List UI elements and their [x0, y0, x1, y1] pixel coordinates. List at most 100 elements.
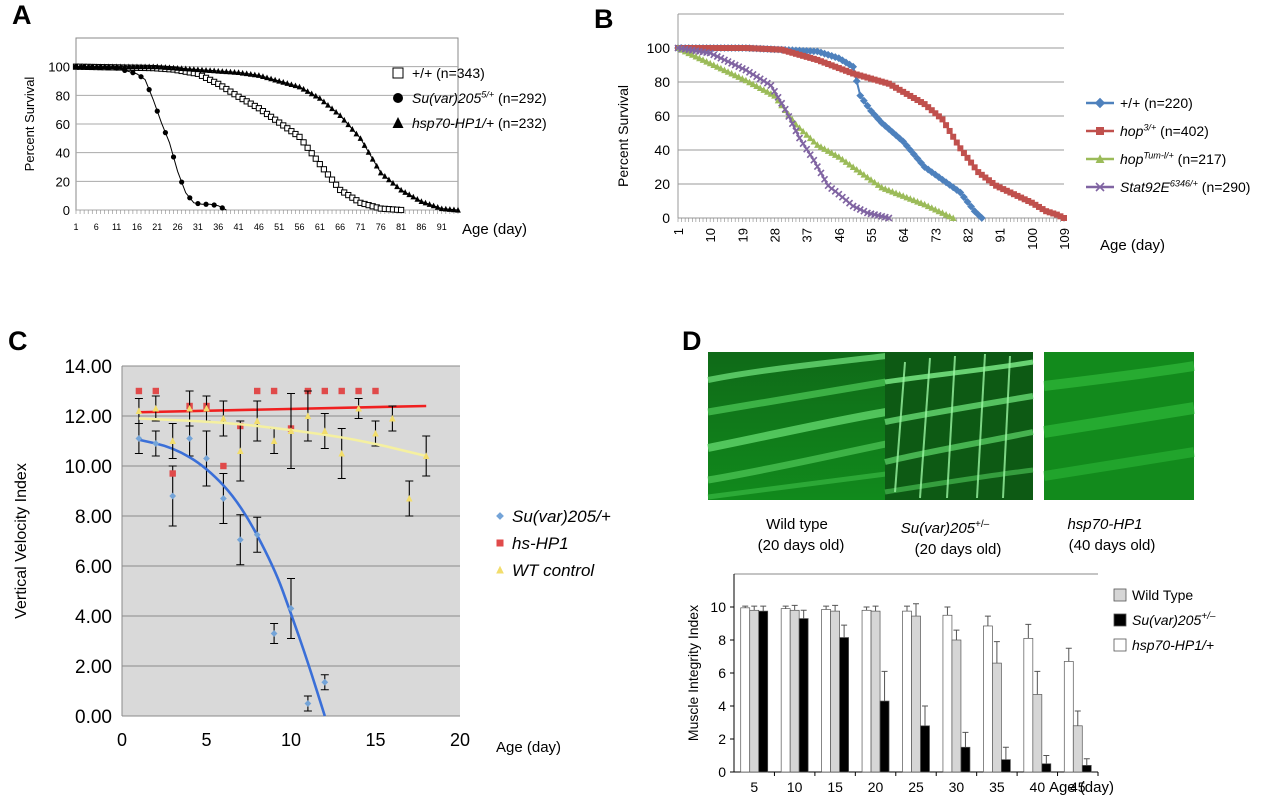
data-point-a — [349, 126, 356, 132]
data-point-a — [187, 195, 193, 201]
x-tick-label-b: 55 — [864, 228, 879, 242]
error-bar-d — [841, 624, 848, 638]
bar-d — [830, 610, 840, 773]
data-point-a — [324, 171, 332, 178]
data-point-a — [312, 92, 319, 99]
data-point-c — [135, 435, 143, 442]
x-tick-label-a: 26 — [173, 222, 183, 232]
y-tick-label-c: 0.00 — [75, 707, 112, 728]
data-point-b — [1010, 191, 1017, 198]
data-point-a — [321, 98, 327, 105]
data-point-b — [939, 209, 946, 216]
data-point-a — [418, 198, 425, 204]
data-point-a — [150, 63, 157, 70]
x-tick-label-b: 28 — [768, 228, 783, 242]
data-point-b — [882, 79, 889, 86]
data-point-b — [857, 72, 864, 79]
data-point-b — [1061, 215, 1067, 221]
y-tick-label-a: 20 — [56, 174, 70, 189]
error-bar-d — [993, 641, 1000, 664]
data-point-b — [853, 71, 860, 78]
data-point-b — [749, 80, 757, 88]
data-point-a — [260, 73, 266, 80]
data-point-a — [195, 200, 201, 207]
data-point-b — [967, 202, 975, 211]
y-tick-label-a: 0 — [63, 203, 70, 218]
data-point-c — [220, 462, 227, 470]
y-tick-label-b: 100 — [647, 40, 671, 56]
data-point-b — [699, 56, 707, 63]
data-point-c — [152, 404, 160, 412]
data-point-b — [1021, 196, 1028, 203]
data-point-a — [345, 121, 352, 128]
data-point-b — [756, 75, 764, 83]
data-point-c — [135, 407, 143, 414]
x-tick-label-a: 91 — [437, 222, 447, 232]
x-tick-label-b: 46 — [832, 228, 847, 242]
data-point-b — [803, 53, 810, 60]
x-tick-label-b: 1 — [671, 228, 686, 235]
data-point-b — [917, 158, 925, 167]
data-point-b — [939, 116, 946, 123]
data-point-b — [831, 151, 839, 158]
data-point-a — [223, 68, 230, 75]
data-point-a — [316, 95, 323, 101]
data-point-a — [105, 63, 112, 70]
data-point-b — [964, 154, 971, 161]
data-point-b — [689, 45, 696, 51]
data-point-a — [77, 63, 83, 70]
data-point-a — [292, 82, 299, 89]
data-point-b — [778, 46, 785, 53]
data-point-b — [925, 104, 932, 111]
data-point-b — [1032, 201, 1039, 208]
legend-label-a: hsp70-HP1/+ (n=232) — [412, 115, 547, 131]
error-bar-d — [1043, 755, 1050, 764]
bar-d — [821, 609, 831, 773]
data-point-c — [304, 412, 312, 419]
data-point-a — [190, 66, 197, 72]
y-axis-label-d: Muscle Integrity Index — [685, 605, 701, 741]
bar-d — [749, 609, 760, 773]
legend-label-c: Su(var)205/+ — [512, 507, 611, 526]
x-tick-label-a: 71 — [355, 222, 365, 232]
error-bar-d — [742, 605, 749, 608]
data-point-b — [878, 78, 885, 85]
data-point-c — [422, 452, 430, 459]
data-point-b — [770, 87, 779, 95]
data-point-c — [355, 404, 362, 412]
x-tick-label-d: 15 — [827, 779, 843, 795]
x-tick-label-a: 51 — [274, 222, 284, 232]
y-tick-label-c: 4.00 — [75, 607, 112, 628]
data-point-b — [1046, 209, 1053, 216]
data-point-a — [377, 169, 384, 176]
data-point-b — [953, 139, 960, 146]
data-point-b — [918, 99, 925, 106]
data-point-b — [978, 171, 985, 178]
data-point-b — [892, 131, 900, 140]
legend-label-b: Stat92E6346/+ (n=290) — [1120, 178, 1250, 195]
data-point-b — [810, 137, 818, 145]
data-point-b — [921, 200, 928, 208]
data-point-a — [81, 63, 87, 70]
data-point-c — [253, 417, 261, 424]
data-point-b — [817, 169, 825, 177]
legend-label-d: hsp70-HP1/+ — [1132, 637, 1214, 653]
x-tick-label-a: 21 — [152, 222, 162, 232]
data-point-c — [236, 536, 244, 544]
data-point-b — [721, 45, 728, 51]
x-tick-label-a: 66 — [335, 222, 345, 232]
bar-d — [911, 615, 921, 773]
x-tick-label-d: 10 — [787, 779, 803, 795]
legend-marker-a — [392, 117, 404, 128]
data-point-b — [960, 150, 967, 157]
data-point-a — [93, 63, 100, 70]
data-point-b — [742, 66, 750, 74]
data-point-b — [728, 45, 735, 51]
error-bar-d — [962, 731, 969, 748]
data-point-b — [739, 75, 746, 82]
data-point-a — [304, 144, 311, 151]
data-point-b — [764, 88, 771, 95]
data-point-b — [749, 70, 757, 79]
data-point-b — [806, 151, 814, 159]
data-point-b — [860, 73, 867, 80]
